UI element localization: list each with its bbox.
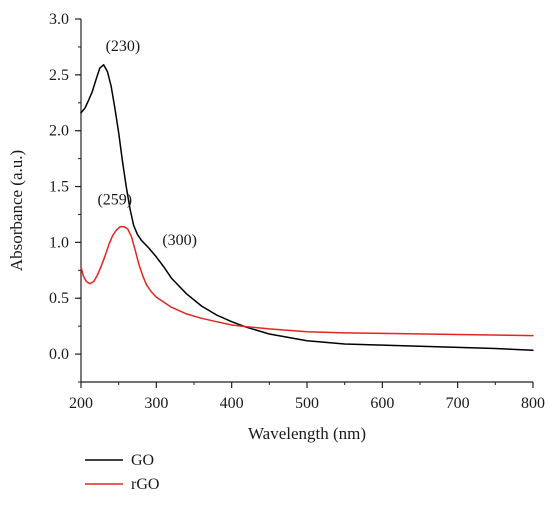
x-tick-label: 500 [295,395,319,412]
plot-labels: Wavelength (nm) Absorbance (a.u.) (230) (… [7,38,366,443]
plot-axes: 200 300 400 500 600 700 800 0.0 0.5 1.0 1.5 2.0 2.5 3… [49,11,545,412]
y-tick-label: 1.0 [49,234,69,251]
peak-annotation: (300) [162,232,197,249]
legend-label-go: GO [131,452,154,469]
series-line-go [80,64,534,351]
legend-label-rgo: rGO [131,476,159,493]
x-axis-title: Wavelength (nm) [248,424,366,443]
y-tick-label: 0.0 [49,346,69,363]
x-tick-label: 800 [521,395,545,412]
x-tick-label: 400 [220,395,244,412]
y-tick-label: 2.5 [49,67,69,84]
x-tick-label: 600 [370,395,394,412]
peak-annotation: (259) [97,192,132,209]
y-tick-label: 1.5 [49,179,69,196]
x-tick-label: 700 [446,395,470,412]
x-tick-label: 300 [144,395,168,412]
x-tick-label: 200 [69,395,93,412]
series-line-rgo [80,225,534,337]
plot-series [80,64,534,351]
peak-annotation: (230) [106,38,141,55]
y-tick-label: 3.0 [49,11,69,28]
y-axis-title: Absorbance (a.u.) [7,150,26,271]
y-tick-label: 2.0 [49,123,69,140]
legend: GO rGO [85,452,159,493]
y-tick-label: 0.5 [49,290,69,307]
